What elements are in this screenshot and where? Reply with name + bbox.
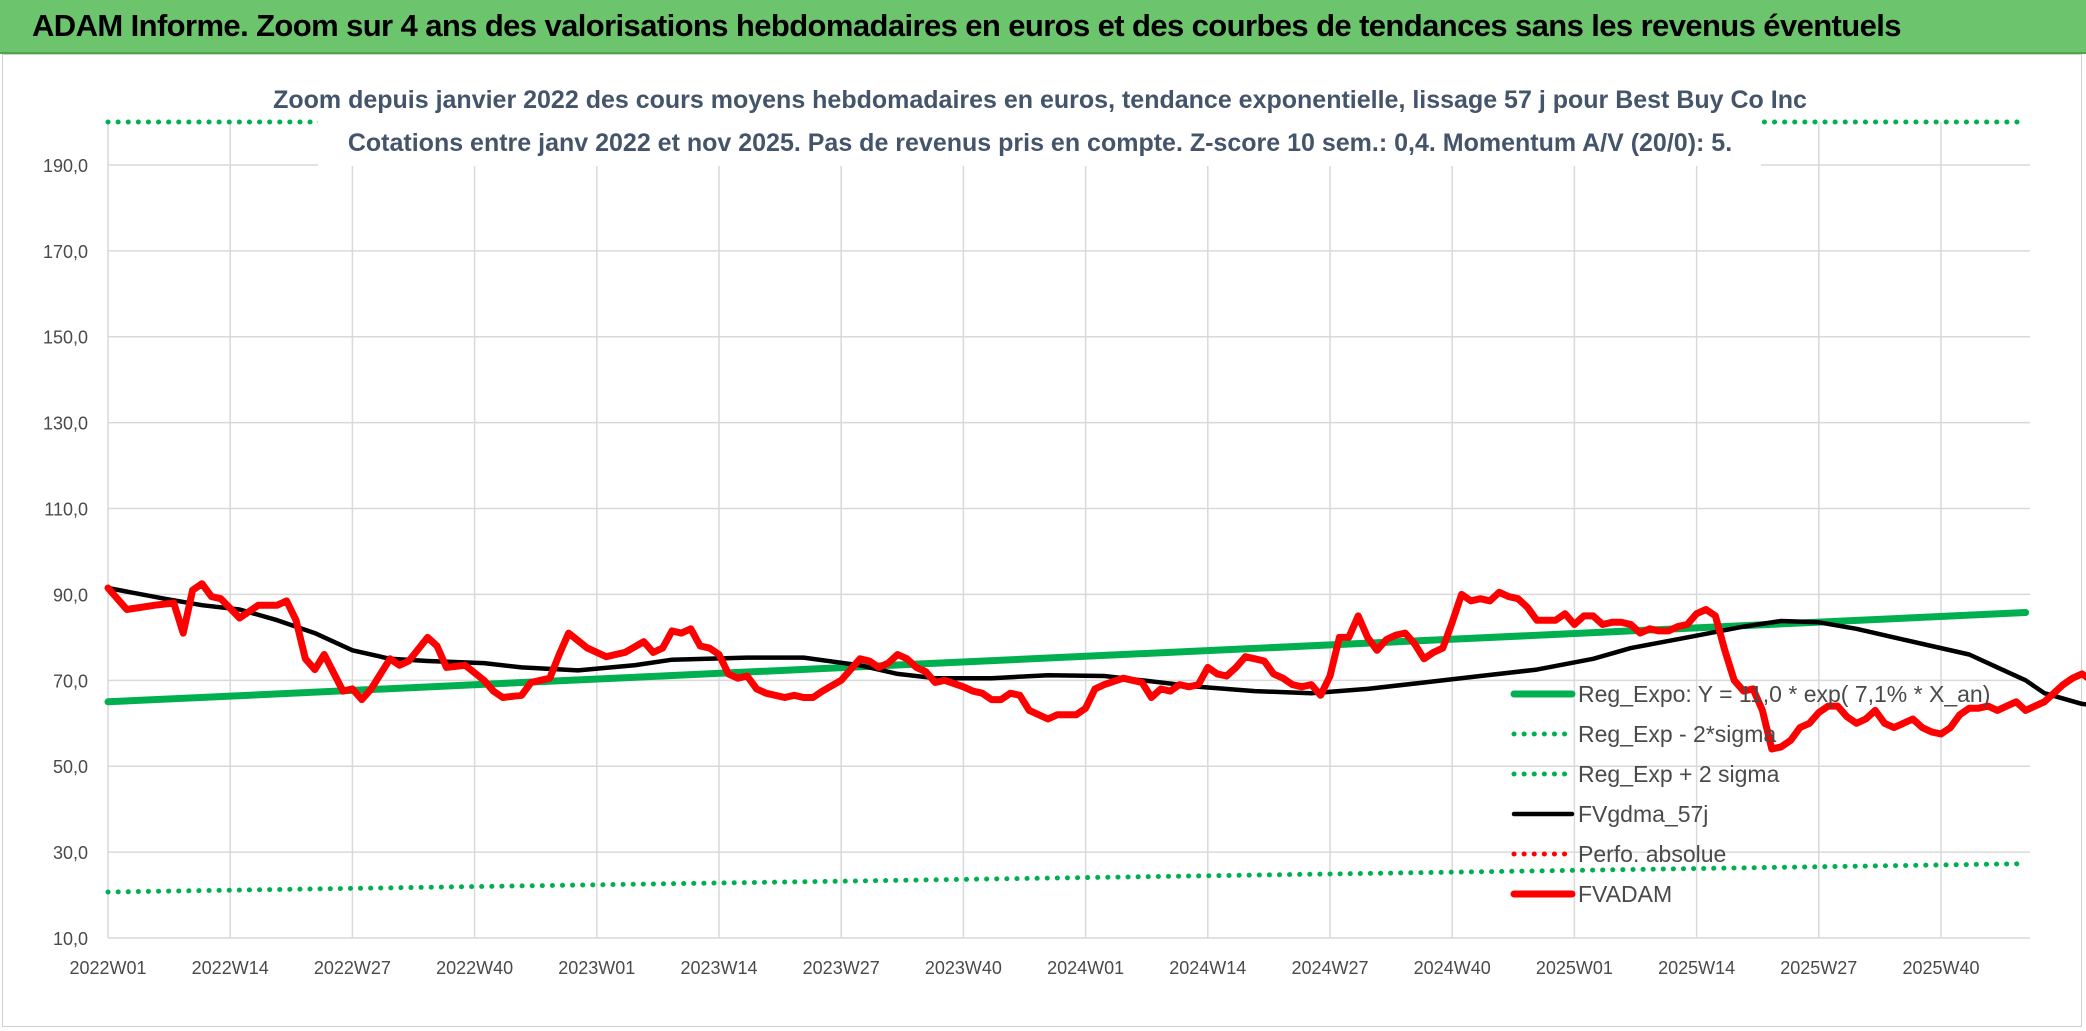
legend-label: Reg_Expo: Y = 11,0 * exp( 7,1% * X_an): [1578, 681, 1990, 707]
x-tick-label: 2025W01: [1536, 958, 1613, 978]
x-tick-label: 2025W14: [1658, 958, 1735, 978]
report-header-banner: ADAM Informe. Zoom sur 4 ans des valoris…: [0, 0, 2086, 54]
x-tick-label: 2024W40: [1414, 958, 1491, 978]
x-tick-label: 2025W40: [1902, 958, 1979, 978]
y-tick-label: 170,0: [43, 242, 88, 262]
legend-label: Reg_Exp + 2 sigma: [1578, 761, 1780, 787]
legend-perfo: Perfo. absolue: [1511, 841, 1726, 867]
legend-label: Perfo. absolue: [1578, 841, 1726, 867]
x-tick-label: 2022W40: [436, 958, 513, 978]
legend-reg-exp-plus: Reg_Exp + 2 sigma: [1511, 761, 1780, 787]
y-tick-label: 50,0: [53, 757, 88, 777]
x-tick-label: 2023W14: [680, 958, 757, 978]
legend-label: Reg_Exp - 2*sigma: [1578, 721, 1776, 747]
series-fvadam: [104, 580, 2086, 753]
series-reg-exp-minus-2sigma: [105, 861, 2029, 895]
legend-reg-exp-minus: Reg_Exp - 2*sigma: [1511, 721, 1776, 747]
x-tick-label: 2024W27: [1291, 958, 1368, 978]
y-tick-label: 130,0: [43, 414, 88, 434]
x-tick-label: 2023W27: [803, 958, 880, 978]
chart-title-box: Zoom depuis janvier 2022 des cours moyen…: [273, 78, 1807, 166]
x-tick-label: 2023W40: [925, 958, 1002, 978]
x-tick-label: 2025W27: [1780, 958, 1857, 978]
y-tick-label: 10,0: [53, 929, 88, 949]
x-tick-label: 2022W01: [69, 958, 146, 978]
series-fvgdma-57j: [105, 585, 2086, 707]
y-tick-label: 90,0: [53, 585, 88, 605]
y-tick-label: 190,0: [43, 156, 88, 176]
legend-fvadam: FVADAM: [1510, 881, 1672, 907]
legend-reg-expo: Reg_Expo: Y = 11,0 * exp( 7,1% * X_an): [1510, 681, 1990, 707]
legend-fvgdma: FVgdma_57j: [1511, 801, 1708, 827]
gridlines: [107, 122, 2030, 939]
legend-label: FVADAM: [1578, 881, 1672, 907]
x-tick-label: 2022W27: [314, 958, 391, 978]
series-reg-expo: [104, 609, 2030, 706]
x-tick-label: 2024W14: [1169, 958, 1246, 978]
legend-label: FVgdma_57j: [1578, 801, 1708, 827]
report-title: ADAM Informe. Zoom sur 4 ans des valoris…: [32, 8, 1902, 43]
y-tick-label: 30,0: [53, 843, 88, 863]
x-tick-label: 2022W14: [192, 958, 269, 978]
chart-frame: [2, 54, 2082, 1027]
y-tick-label: 70,0: [53, 671, 88, 691]
x-tick-label: 2023W01: [558, 958, 635, 978]
chart-title: Zoom depuis janvier 2022 des cours moyen…: [273, 86, 1807, 114]
x-axis-ticks: 2022W01 2022W14 2022W27 2022W40 2023W01 2023W…: [69, 958, 1979, 978]
chart-subtitle: Cotations entre janv 2022 et nov 2025. P…: [348, 129, 1732, 157]
y-tick-label: 150,0: [43, 328, 88, 348]
x-tick-label: 2024W01: [1047, 958, 1124, 978]
y-axis-ticks: 10,0 30,0 50,0 70,0 90,0 110,0 130,0 150,0 170,0…: [43, 156, 88, 949]
legend: Reg_Expo: Y = 11,0 * exp( 7,1% * X_an) Re…: [1510, 681, 1990, 907]
series-lines: [104, 119, 2086, 895]
chart-title-background: [318, 78, 1761, 166]
y-tick-label: 110,0: [44, 500, 88, 520]
